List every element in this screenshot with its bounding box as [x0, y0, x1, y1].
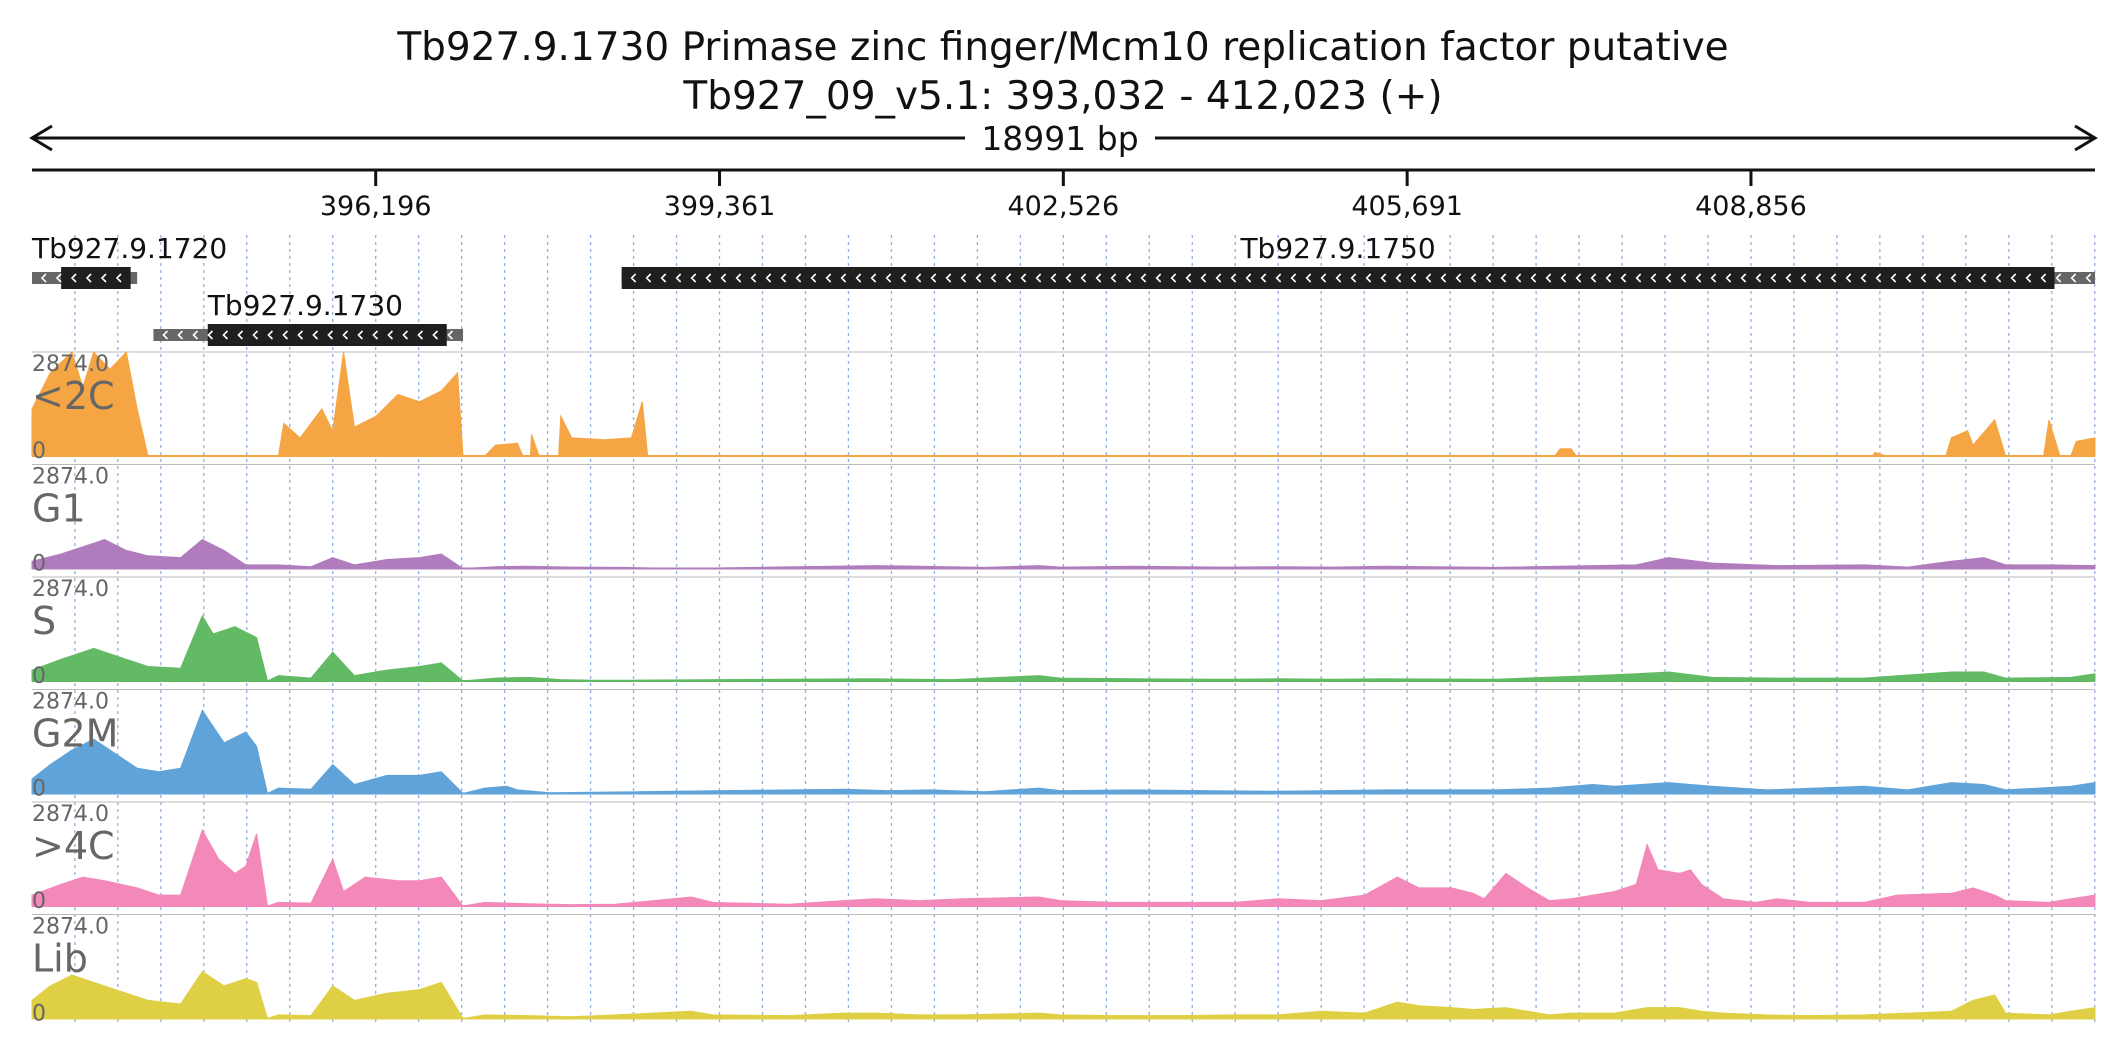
y-max-label: 2874.0	[32, 465, 109, 490]
span-arrow-left	[29, 124, 53, 152]
gene-annotations: Tb927.9.1720 Tb927.9.1730 Tb927.9.1750	[31, 232, 2096, 346]
y-min-label: 0	[32, 889, 46, 914]
x-axis-ticks: 396,196 399,361 402,526 405,691 408,856	[320, 170, 1807, 222]
y-min-label: 0	[32, 1002, 46, 1027]
gene-cds	[207, 324, 447, 346]
track-G1: 2874.0 0 G1	[31, 464, 2096, 577]
track-name: S	[32, 599, 56, 643]
gene-cds	[621, 267, 2055, 289]
y-max-label: 2874.0	[32, 690, 109, 715]
track-S: 2874.0 0 S	[31, 576, 2096, 689]
strand-arrows	[630, 273, 2092, 283]
track-name: G2M	[32, 712, 118, 756]
figure-location: Tb927_09_v5.1: 393,032 - 412,023 (+)	[682, 74, 1442, 119]
gene-Tb927-9-1720: Tb927.9.1720	[31, 232, 227, 289]
x-tick-label: 402,526	[1008, 191, 1120, 222]
strand-arrows	[40, 273, 122, 283]
track-Lib: 2874.0 0 Lib	[31, 914, 2096, 1027]
x-tick-label: 405,691	[1351, 191, 1463, 222]
coverage-area	[31, 828, 2096, 907]
gene-cds	[61, 267, 131, 289]
y-min-label: 0	[32, 439, 46, 464]
y-min-label: 0	[32, 664, 46, 689]
track-G2M: 2874.0 0 G2M	[31, 689, 2096, 802]
track-name: Lib	[32, 937, 88, 981]
gene-Tb927-9-1730: Tb927.9.1730	[153, 289, 464, 346]
x-tick-label: 396,196	[320, 191, 432, 222]
track-<2C: 2874.0 0 <2C	[31, 350, 2096, 464]
coverage-area	[31, 970, 2096, 1020]
track->4C: 2874.0 0 >4C	[31, 801, 2096, 914]
gene-label: Tb927.9.1720	[31, 232, 227, 265]
gene-label: Tb927.9.1730	[207, 289, 403, 322]
track-name: G1	[32, 487, 86, 531]
gene-label: Tb927.9.1750	[1239, 232, 1435, 265]
span-arrow-right	[2074, 124, 2098, 152]
y-min-label: 0	[32, 777, 46, 802]
gene-Tb927-9-1750: Tb927.9.1750	[621, 232, 2096, 289]
strand-arrows	[162, 330, 454, 340]
coverage-area	[31, 709, 2096, 795]
coverage-tracks: 2874.00<2C2874.00G12874.00S2874.00G2M287…	[31, 350, 2096, 1027]
x-tick-label: 408,856	[1695, 191, 1807, 222]
y-max-label: 2874.0	[32, 802, 109, 827]
track-name: <2C	[32, 374, 115, 418]
x-tick-label: 399,361	[664, 191, 776, 222]
y-max-label: 2874.0	[32, 577, 109, 602]
y-max-label: 2874.0	[32, 915, 109, 940]
figure-title: Tb927.9.1730 Primase zinc finger/Mcm10 r…	[396, 25, 1728, 70]
span-ruler: 18991 bp	[29, 119, 2098, 158]
y-max-label: 2874.0	[32, 352, 109, 377]
track-name: >4C	[32, 824, 115, 868]
coverage-area	[31, 539, 2096, 570]
y-min-label: 0	[32, 552, 46, 577]
span-label: 18991 bp	[981, 119, 1138, 158]
